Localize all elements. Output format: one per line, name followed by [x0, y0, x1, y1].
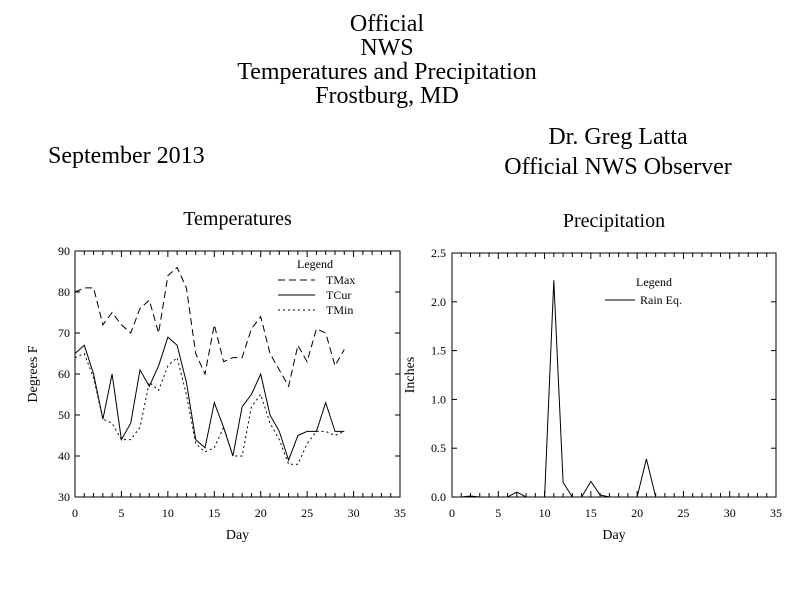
x-tick-label: 35: [770, 506, 782, 520]
month-label: September 2013: [48, 143, 205, 169]
title-line-1: Official: [349, 11, 425, 37]
x-tick-label: 25: [301, 506, 313, 520]
x-tick-label: 15: [585, 506, 597, 520]
y-tick-label: 50: [58, 408, 70, 422]
y-tick-label: 0.5: [431, 441, 446, 455]
y-axis-label: Degrees F: [26, 345, 41, 402]
y-tick-label: 30: [58, 490, 70, 504]
title-line-4: Frostburg, MD: [315, 83, 459, 109]
y-tick-label: 40: [58, 449, 70, 463]
series-line-tmin: [74, 352, 345, 465]
y-tick-label: 2.0: [431, 295, 446, 309]
y-tick-label: 1.0: [431, 392, 446, 406]
legend: Legend Rain Eq.: [605, 275, 682, 307]
y-tick-label: 80: [58, 285, 70, 299]
legend-entry: Rain Eq.: [640, 293, 682, 307]
x-tick-label: 35: [394, 506, 406, 520]
chart-0: Temperatures 30 40 50 60 70 80 90 0 5 10 15 20 25 30 35…: [26, 208, 406, 543]
x-tick-label: 10: [539, 506, 551, 520]
x-tick-label: 30: [348, 506, 360, 520]
series-line-rain-eq-: [452, 280, 721, 498]
x-tick-label: 0: [72, 506, 78, 520]
x-tick-label: 5: [495, 506, 501, 520]
series-line-tmax: [74, 266, 345, 388]
legend-title: Legend: [297, 257, 333, 271]
title-line-3: Temperatures and Precipitation: [237, 59, 537, 85]
y-tick-label: 90: [58, 244, 70, 258]
chart-1: Precipitation 0.0 0.5 1.0 1.5 2.0 2.5 0 5 10 15 20 2…: [403, 210, 782, 543]
x-axis-label: Day: [226, 528, 249, 543]
observer-name: Dr. Greg Latta: [548, 124, 688, 150]
legend-entry: TMax: [326, 273, 355, 287]
x-tick-label: 5: [118, 506, 124, 520]
y-tick-label: 60: [58, 367, 70, 381]
y-axis-label: Inches: [403, 357, 418, 394]
legend-title: Legend: [636, 275, 672, 289]
legend-entry: TCur: [326, 288, 351, 302]
legend-entry: TMin: [326, 303, 353, 317]
x-tick-label: 25: [677, 506, 689, 520]
chart-title: Temperatures: [183, 208, 292, 230]
x-tick-label: 20: [255, 506, 267, 520]
y-tick-label: 1.5: [431, 344, 446, 358]
series-line-tcur: [74, 336, 345, 462]
y-tick-label: 0.0: [431, 490, 446, 504]
observer-role: Official NWS Observer: [504, 154, 732, 180]
observer-credit: Dr. Greg Latta Official NWS Observer: [504, 122, 731, 182]
x-axis-label: Day: [602, 528, 625, 543]
chart-title: Precipitation: [563, 210, 665, 232]
title-line-2: NWS: [360, 35, 414, 61]
x-tick-label: 10: [162, 506, 174, 520]
x-tick-label: 30: [724, 506, 736, 520]
page-title: Official NWS Temperatures and Precipitat…: [237, 12, 537, 108]
plot-frame: [451, 252, 777, 498]
x-tick-label: 15: [208, 506, 220, 520]
x-tick-label: 0: [449, 506, 455, 520]
y-tick-label: 70: [58, 326, 70, 340]
y-tick-label: 2.5: [431, 246, 446, 260]
x-tick-label: 20: [631, 506, 643, 520]
